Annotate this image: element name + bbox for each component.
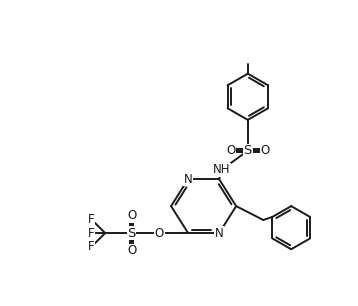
Text: O: O bbox=[127, 209, 136, 222]
Text: O: O bbox=[260, 144, 270, 157]
Text: N: N bbox=[215, 226, 223, 240]
Text: O: O bbox=[226, 144, 235, 157]
Text: NH: NH bbox=[213, 163, 230, 177]
Text: F: F bbox=[88, 241, 95, 253]
Text: F: F bbox=[88, 226, 95, 240]
Text: O: O bbox=[127, 244, 136, 257]
Text: S: S bbox=[127, 226, 136, 240]
Text: F: F bbox=[88, 213, 95, 226]
Text: N: N bbox=[184, 173, 193, 186]
Text: S: S bbox=[243, 144, 252, 157]
Text: O: O bbox=[155, 226, 164, 240]
